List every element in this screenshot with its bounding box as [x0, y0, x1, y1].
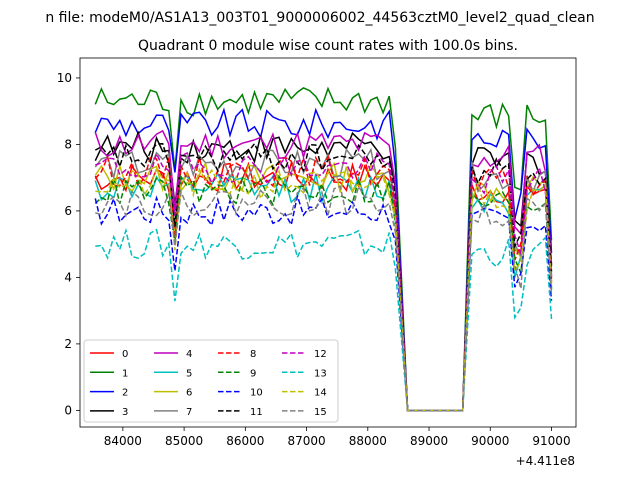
plot-area [94, 86, 553, 412]
legend-label-15: 15 [314, 407, 327, 418]
x-tick-label: 91000 [532, 434, 570, 448]
legend-label-13: 13 [314, 368, 327, 379]
y-tick-label: 2 [64, 337, 72, 351]
series-line-14 [95, 167, 553, 412]
legend-label-3: 3 [122, 407, 128, 418]
y-tick-label: 4 [64, 270, 72, 284]
series-line-1 [94, 86, 553, 412]
x-tick-label: 90000 [471, 434, 509, 448]
legend-label-1: 1 [122, 368, 128, 379]
legend-label-12: 12 [314, 349, 327, 360]
legend-label-0: 0 [122, 349, 128, 360]
legend-label-9: 9 [250, 368, 256, 379]
x-tick-label: 85000 [165, 434, 203, 448]
x-tick-label: 86000 [226, 434, 264, 448]
legend-label-2: 2 [122, 388, 128, 399]
x-offset-label: +4.411e8 [516, 454, 575, 468]
x-tick-label: 89000 [410, 434, 448, 448]
y-tick-label: 0 [64, 403, 72, 417]
chart-title: Quadrant 0 module wise count rates with … [138, 38, 518, 54]
legend-label-14: 14 [314, 388, 327, 399]
legend-box [83, 339, 339, 423]
series-line-15 [95, 184, 553, 412]
y-tick-label: 6 [64, 204, 72, 218]
legend-label-5: 5 [186, 368, 192, 379]
axes: 84000 85000 86000 87000 88000 89000 90000 91000… [57, 57, 577, 448]
legend-label-10: 10 [250, 388, 263, 399]
series-line-12 [95, 151, 553, 412]
legend-label-8: 8 [250, 349, 256, 360]
y-tick-label: 8 [64, 137, 72, 151]
axes-frame [79, 57, 577, 428]
series-line-11 [94, 142, 553, 412]
x-tick-label: 88000 [349, 434, 387, 448]
legend-label-11: 11 [250, 407, 263, 418]
legend-label-4: 4 [186, 349, 192, 360]
legend-label-7: 7 [186, 407, 192, 418]
series-line-3 [94, 130, 553, 412]
series-line-2 [94, 107, 553, 412]
x-tick-label: 87000 [287, 434, 325, 448]
series-line-13 [95, 227, 553, 412]
legend-label-6: 6 [186, 388, 192, 399]
y-tick-label: 10 [57, 71, 72, 85]
series-line-7 [94, 147, 553, 412]
series-line-4 [94, 129, 553, 412]
x-tick-label: 84000 [104, 434, 142, 448]
figure-suptitle: n file: modeM0/AS1A13_003T01_9000006002_… [45, 10, 594, 26]
